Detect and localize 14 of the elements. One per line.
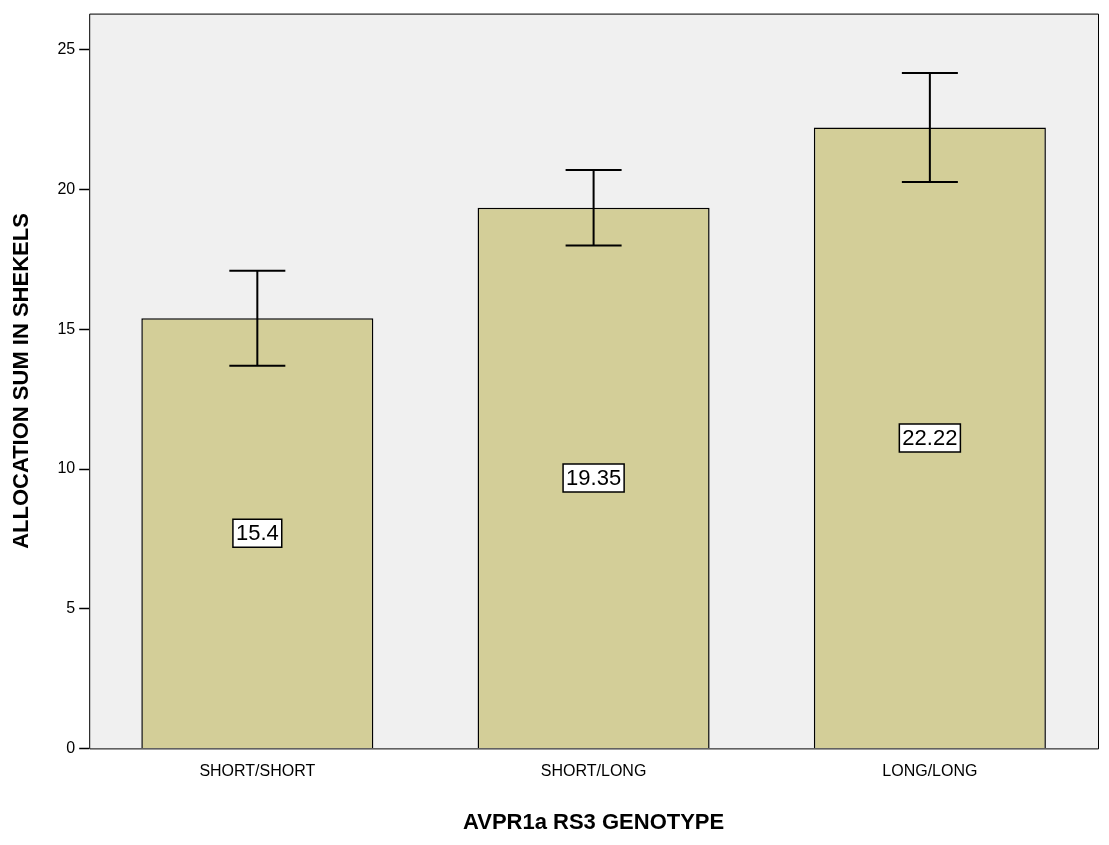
data-label: 22.22 bbox=[902, 425, 958, 451]
x-tick-label: SHORT/LONG bbox=[540, 762, 647, 780]
data-label: 15.4 bbox=[235, 520, 279, 546]
x-tick-label: LONG/LONG bbox=[882, 762, 978, 780]
data-label: 19.35 bbox=[566, 465, 622, 491]
y-tick-label: 25 bbox=[57, 40, 76, 58]
y-tick-label: 10 bbox=[57, 459, 76, 477]
y-tick-label: 20 bbox=[57, 180, 76, 198]
x-tick-label: SHORT/SHORT bbox=[199, 762, 316, 780]
y-tick-label: 0 bbox=[66, 738, 76, 756]
y-tick-label: 15 bbox=[57, 319, 76, 337]
y-tick-label: 5 bbox=[66, 599, 76, 617]
y-axis-title: ALLOCATION SUM IN SHEKELS bbox=[8, 213, 34, 549]
x-axis-title: AVPR1a RS3 GENOTYPE bbox=[462, 808, 725, 834]
